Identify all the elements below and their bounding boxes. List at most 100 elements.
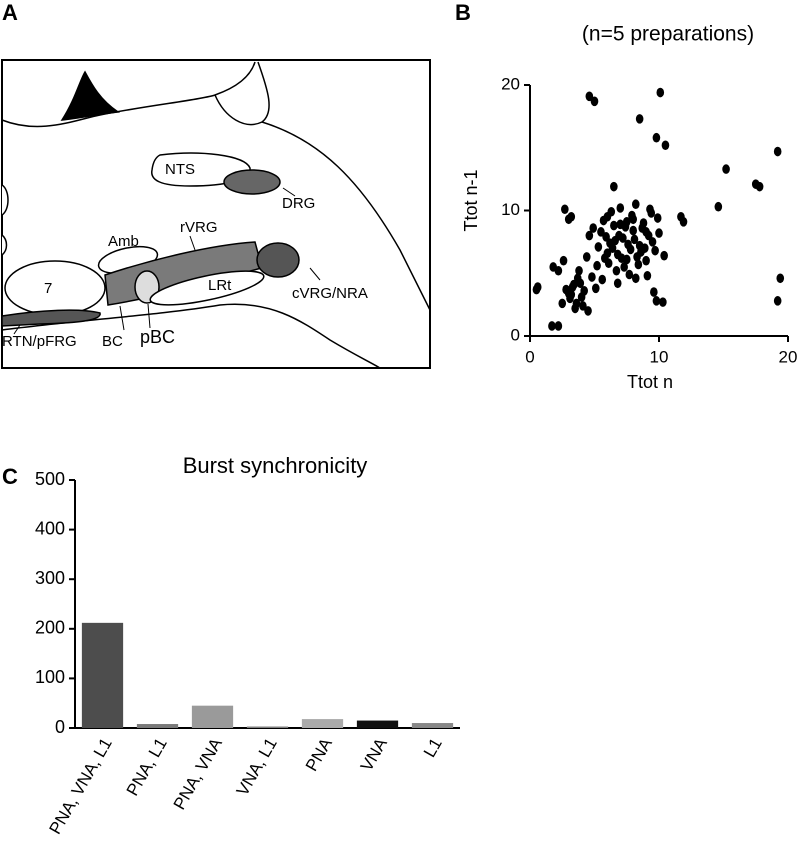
point	[653, 213, 662, 223]
x-tick-label: PNA, VNA, L1	[46, 735, 116, 838]
point	[612, 265, 621, 276]
bar	[191, 705, 234, 728]
x-tick-label: PNA, VNA	[170, 734, 226, 813]
region-label: LRt	[208, 277, 232, 294]
point	[571, 303, 579, 314]
point	[625, 269, 634, 280]
panel-label: C	[2, 464, 18, 489]
y-tick-label: 0	[511, 325, 520, 344]
point	[582, 252, 591, 262]
point	[679, 216, 688, 227]
point	[599, 215, 608, 226]
point	[646, 204, 654, 215]
x-tick-label: VNA	[357, 734, 391, 774]
point	[629, 214, 637, 225]
point	[773, 296, 782, 306]
y-tick-label: 400	[35, 518, 65, 538]
point	[594, 242, 603, 252]
point	[575, 265, 583, 276]
y-tick-label: 200	[35, 618, 65, 638]
point	[562, 284, 570, 295]
point	[648, 237, 657, 247]
point	[629, 225, 637, 236]
point	[776, 273, 785, 284]
region-label: 7	[44, 280, 52, 297]
point	[607, 206, 616, 217]
point	[650, 287, 658, 297]
diagram-labels: NTS DRG Amb rVRG 7 LRt cVRG/NRA RTN/pFRG…	[2, 161, 368, 350]
bar	[411, 723, 454, 728]
point	[610, 220, 618, 231]
point	[610, 181, 618, 192]
point	[652, 132, 661, 143]
point	[585, 230, 594, 241]
point	[558, 298, 567, 309]
brainstem-diagram	[1, 59, 431, 369]
point	[561, 204, 569, 215]
point	[631, 273, 640, 284]
point	[714, 201, 723, 212]
point	[603, 248, 612, 258]
point	[659, 297, 667, 307]
point	[567, 289, 576, 300]
point	[591, 283, 600, 294]
bar	[136, 724, 179, 728]
point	[579, 301, 587, 311]
point	[635, 114, 644, 124]
point	[533, 282, 542, 292]
point	[554, 265, 563, 276]
point	[616, 203, 625, 213]
point	[593, 260, 601, 271]
panel-label: A	[2, 0, 18, 25]
region-label: DRG	[282, 195, 315, 212]
point	[588, 272, 596, 282]
point	[661, 140, 670, 151]
point	[637, 247, 645, 257]
point	[616, 219, 625, 230]
chart-title: (n=5 preparations)	[582, 23, 754, 46]
point	[620, 262, 628, 272]
point	[755, 181, 764, 192]
chart-title: Burst synchronicity	[183, 453, 368, 478]
point	[559, 255, 568, 266]
point	[624, 239, 632, 250]
bar	[301, 719, 344, 728]
bar	[356, 720, 399, 728]
point	[622, 254, 631, 265]
point	[567, 211, 576, 222]
region-label: RTN/pFRG	[2, 333, 77, 350]
region-label: rVRG	[180, 219, 218, 236]
point	[577, 292, 586, 302]
point	[548, 321, 556, 331]
region-label: NTS	[165, 161, 195, 178]
y-axis-label: Ttot n-1	[461, 169, 481, 231]
y-tick-label: 100	[35, 667, 65, 687]
y-tick-label: 20	[501, 74, 520, 93]
x-tick-label: VNA, L1	[233, 735, 281, 799]
region-label: pBC	[140, 327, 175, 347]
point	[598, 274, 607, 285]
y-tick-label: 10	[501, 200, 520, 219]
point	[584, 306, 592, 316]
y-tick-label: 300	[35, 568, 65, 588]
point	[589, 223, 598, 233]
region-label: cVRG/NRA	[292, 285, 368, 302]
point	[642, 255, 650, 266]
point	[613, 278, 622, 289]
point	[597, 227, 605, 237]
x-tick-label: L1	[420, 735, 446, 761]
x-tick-label: PNA, L1	[123, 735, 171, 799]
point	[660, 250, 668, 261]
point	[630, 234, 639, 245]
point	[643, 270, 652, 281]
point	[651, 245, 659, 256]
region-label: BC	[102, 333, 123, 350]
point	[652, 296, 661, 306]
point	[642, 227, 650, 237]
point	[631, 199, 640, 210]
x-tick-label: 0	[525, 347, 534, 366]
x-axis-label: Ttot n	[627, 372, 673, 392]
region-label: Amb	[108, 233, 139, 250]
y-tick-label: 0	[55, 717, 65, 737]
